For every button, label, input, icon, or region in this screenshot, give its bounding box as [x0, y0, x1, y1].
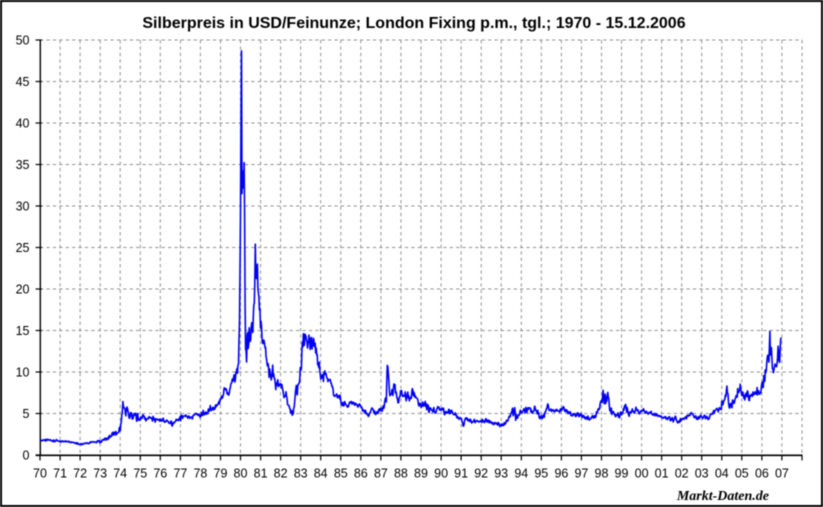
- svg-text:93: 93: [494, 467, 508, 481]
- svg-text:25: 25: [16, 241, 30, 255]
- svg-text:07: 07: [775, 467, 789, 481]
- svg-text:30: 30: [16, 199, 30, 213]
- svg-text:Silberpreis in USD/Feinunze; L: Silberpreis in USD/Feinunze; London Fixi…: [142, 15, 685, 32]
- svg-text:84: 84: [314, 467, 328, 481]
- svg-text:82: 82: [274, 467, 288, 481]
- svg-text:88: 88: [394, 467, 408, 481]
- svg-text:76: 76: [153, 467, 167, 481]
- svg-text:05: 05: [735, 467, 749, 481]
- svg-text:40: 40: [16, 116, 30, 130]
- svg-text:50: 50: [16, 33, 30, 47]
- svg-text:99: 99: [615, 467, 629, 481]
- svg-text:87: 87: [374, 467, 388, 481]
- svg-text:74: 74: [113, 467, 127, 481]
- svg-text:0: 0: [23, 448, 30, 462]
- svg-text:20: 20: [16, 282, 30, 296]
- svg-text:04: 04: [715, 467, 729, 481]
- svg-text:45: 45: [16, 75, 30, 89]
- svg-text:90: 90: [434, 467, 448, 481]
- svg-text:89: 89: [414, 467, 428, 481]
- svg-text:86: 86: [354, 467, 368, 481]
- svg-text:02: 02: [675, 467, 689, 481]
- svg-text:01: 01: [655, 467, 669, 481]
- svg-text:94: 94: [514, 467, 528, 481]
- svg-text:85: 85: [334, 467, 348, 481]
- svg-text:98: 98: [595, 467, 609, 481]
- svg-text:78: 78: [193, 467, 207, 481]
- svg-text:95: 95: [534, 467, 548, 481]
- svg-text:5: 5: [23, 407, 30, 421]
- svg-text:91: 91: [454, 467, 468, 481]
- svg-text:92: 92: [474, 467, 488, 481]
- svg-text:Markt-Daten.de: Markt-Daten.de: [676, 489, 769, 504]
- svg-text:71: 71: [53, 467, 67, 481]
- svg-text:80: 80: [234, 467, 248, 481]
- svg-text:96: 96: [554, 467, 568, 481]
- svg-text:72: 72: [73, 467, 87, 481]
- svg-text:97: 97: [574, 467, 588, 481]
- svg-text:73: 73: [93, 467, 107, 481]
- svg-text:00: 00: [635, 467, 649, 481]
- svg-text:77: 77: [173, 467, 187, 481]
- svg-text:75: 75: [133, 467, 147, 481]
- svg-text:35: 35: [16, 158, 30, 172]
- svg-text:03: 03: [695, 467, 709, 481]
- svg-text:10: 10: [16, 365, 30, 379]
- svg-text:79: 79: [214, 467, 228, 481]
- svg-text:06: 06: [755, 467, 769, 481]
- svg-text:70: 70: [33, 467, 47, 481]
- svg-text:81: 81: [254, 467, 268, 481]
- svg-text:15: 15: [16, 324, 30, 338]
- svg-text:83: 83: [294, 467, 308, 481]
